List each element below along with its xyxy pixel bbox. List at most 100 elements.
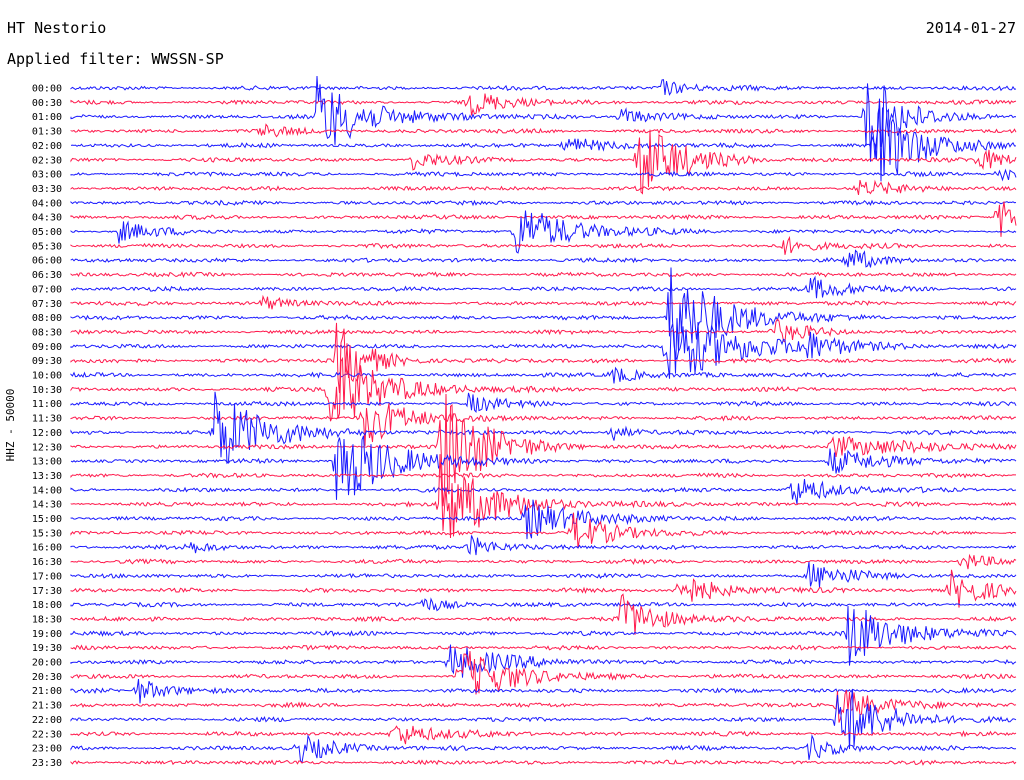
trace-1630 [70,553,1017,570]
trace-1500 [70,499,1017,540]
row-label-1430: 14:30 [32,500,62,511]
row-label-1200: 12:00 [32,428,62,439]
trace-2000 [70,644,1017,678]
trace-0130 [70,123,1017,138]
row-label-0700: 07:00 [32,284,62,295]
trace-2030 [70,651,1017,695]
row-label-1930: 19:30 [32,643,62,654]
trace-2330 [70,759,1017,766]
trace-0500 [70,210,1017,254]
y-axis-label: HHZ - 50000 [4,389,17,462]
trace-group [70,75,1017,766]
row-label-0630: 06:30 [32,270,62,281]
trace-2130 [70,690,1017,723]
row-label-0930: 09:30 [32,356,62,367]
trace-0400 [70,199,1017,207]
trace-0600 [70,249,1017,268]
row-label-1100: 11:00 [32,399,62,410]
row-label-1700: 17:00 [32,571,62,582]
trace-0900 [70,318,1017,379]
trace-0700 [70,275,1017,299]
row-label-1130: 11:30 [32,414,62,425]
trace-0800 [70,267,1017,361]
row-label-2030: 20:30 [32,672,62,683]
row-label-0400: 04:00 [32,198,62,209]
row-label-1530: 15:30 [32,528,62,539]
row-label-1000: 10:00 [32,371,62,382]
row-label-0300: 03:00 [32,170,62,181]
row-label-1230: 12:30 [32,442,62,453]
trace-0300 [70,168,1017,182]
row-label-0830: 08:30 [32,327,62,338]
trace-2200 [70,690,1017,750]
trace-0100 [70,75,1017,162]
trace-1800 [70,597,1017,612]
row-label-0230: 02:30 [32,155,62,166]
trace-1400 [70,478,1017,505]
row-label-0330: 03:30 [32,184,62,195]
row-label-1730: 17:30 [32,586,62,597]
trace-0830 [70,318,1017,343]
trace-1130 [70,403,1016,446]
trace-1030 [70,356,1017,422]
station-name: HT Nestorio [7,19,107,37]
row-label-0800: 08:00 [32,313,62,324]
row-label-1030: 10:30 [32,385,62,396]
row-label-0030: 00:30 [32,98,62,109]
row-label-2100: 21:00 [32,686,62,697]
row-label-2330: 23:30 [32,758,62,769]
trace-0330 [70,179,1017,196]
trace-1730 [70,569,1017,608]
row-label-0130: 01:30 [32,127,62,138]
row-label-0600: 06:00 [32,256,62,267]
trace-1900 [70,605,1017,666]
row-label-group: 00:00 00:30 01:00 01:30 02:00 02:30 03:00 03:30… [32,84,62,769]
row-label-1330: 13:30 [32,471,62,482]
trace-0730 [70,294,1017,310]
trace-0230 [70,129,1017,195]
row-label-1300: 13:00 [32,457,62,468]
trace-2100 [70,679,1017,704]
trace-1330 [70,472,1016,479]
trace-2300 [70,734,1017,764]
row-label-2230: 22:30 [32,729,62,740]
row-label-0200: 02:00 [32,141,62,152]
row-label-0430: 04:30 [32,213,62,224]
row-label-1630: 16:30 [32,557,62,568]
trace-1600 [70,535,1017,556]
row-label-2300: 23:00 [32,744,62,755]
row-label-1830: 18:30 [32,614,62,625]
row-label-2200: 22:00 [32,715,62,726]
trace-1000 [70,366,1017,384]
trace-2230 [70,725,1017,745]
row-label-2130: 21:30 [32,701,62,712]
row-label-0530: 05:30 [32,241,62,252]
date-label: 2014-01-27 [925,19,1016,37]
filter-label: Applied filter: WWSSN-SP [7,50,224,68]
trace-1830 [70,593,1017,635]
row-label-0100: 01:00 [32,112,62,123]
trace-0000 [70,79,1017,96]
trace-0930 [70,322,1017,394]
row-label-0500: 05:00 [32,227,62,238]
row-label-2000: 20:00 [32,658,62,669]
row-label-0900: 09:00 [32,342,62,353]
trace-0630 [70,271,1017,279]
row-label-1900: 19:00 [32,629,62,640]
trace-0530 [70,235,1017,255]
trace-1530 [70,512,1017,549]
trace-1930 [70,644,1017,651]
trace-1700 [70,561,1017,588]
trace-1230 [70,393,1017,507]
row-label-1400: 14:00 [32,485,62,496]
trace-1100 [70,392,1017,413]
row-label-0000: 00:00 [32,84,62,95]
row-label-1800: 18:00 [32,600,62,611]
row-label-0730: 07:30 [32,299,62,310]
row-label-1600: 16:00 [32,543,62,554]
row-label-1500: 15:00 [32,514,62,525]
trace-0030 [70,93,1017,116]
trace-1300 [70,435,1017,500]
trace-0200 [70,104,1017,182]
